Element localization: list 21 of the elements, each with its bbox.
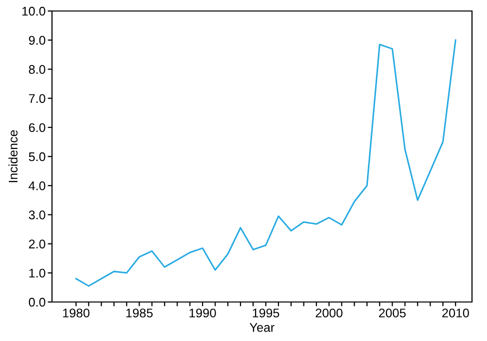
x-tick-label: 2010 bbox=[442, 308, 469, 318]
x-tick-label: 2000 bbox=[316, 308, 342, 318]
x-tick-label: 1990 bbox=[190, 308, 216, 318]
x-tick-label: 1985 bbox=[126, 308, 153, 318]
y-tick-label: 0.0 bbox=[28, 298, 46, 307]
y-tick-label: 6.0 bbox=[29, 123, 46, 132]
line-series bbox=[75, 39, 456, 287]
x-tick-label: 2005 bbox=[379, 308, 406, 318]
x-tick-label: 1980 bbox=[63, 308, 90, 318]
y-tick-label: 8.0 bbox=[28, 65, 46, 74]
y-tick-label: 5.0 bbox=[28, 152, 46, 162]
y-axis-title: Incidence bbox=[8, 130, 18, 182]
y-tick-label: 2.0 bbox=[29, 240, 46, 248]
x-tick-label: 1995 bbox=[252, 308, 280, 318]
y-tick-label: 7.0 bbox=[29, 94, 46, 103]
y-tick-label: 4.0 bbox=[28, 181, 46, 190]
y-tick-label: 1.0 bbox=[29, 268, 46, 278]
y-tick-label: 9.0 bbox=[28, 36, 46, 45]
y-tick-label: 10.0 bbox=[22, 6, 46, 16]
y-tick-label: 3.0 bbox=[28, 210, 46, 220]
x-axis-title: Year bbox=[250, 323, 274, 332]
